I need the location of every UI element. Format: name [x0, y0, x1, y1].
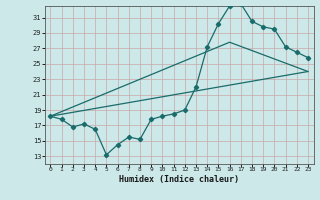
X-axis label: Humidex (Indice chaleur): Humidex (Indice chaleur) [119, 175, 239, 184]
